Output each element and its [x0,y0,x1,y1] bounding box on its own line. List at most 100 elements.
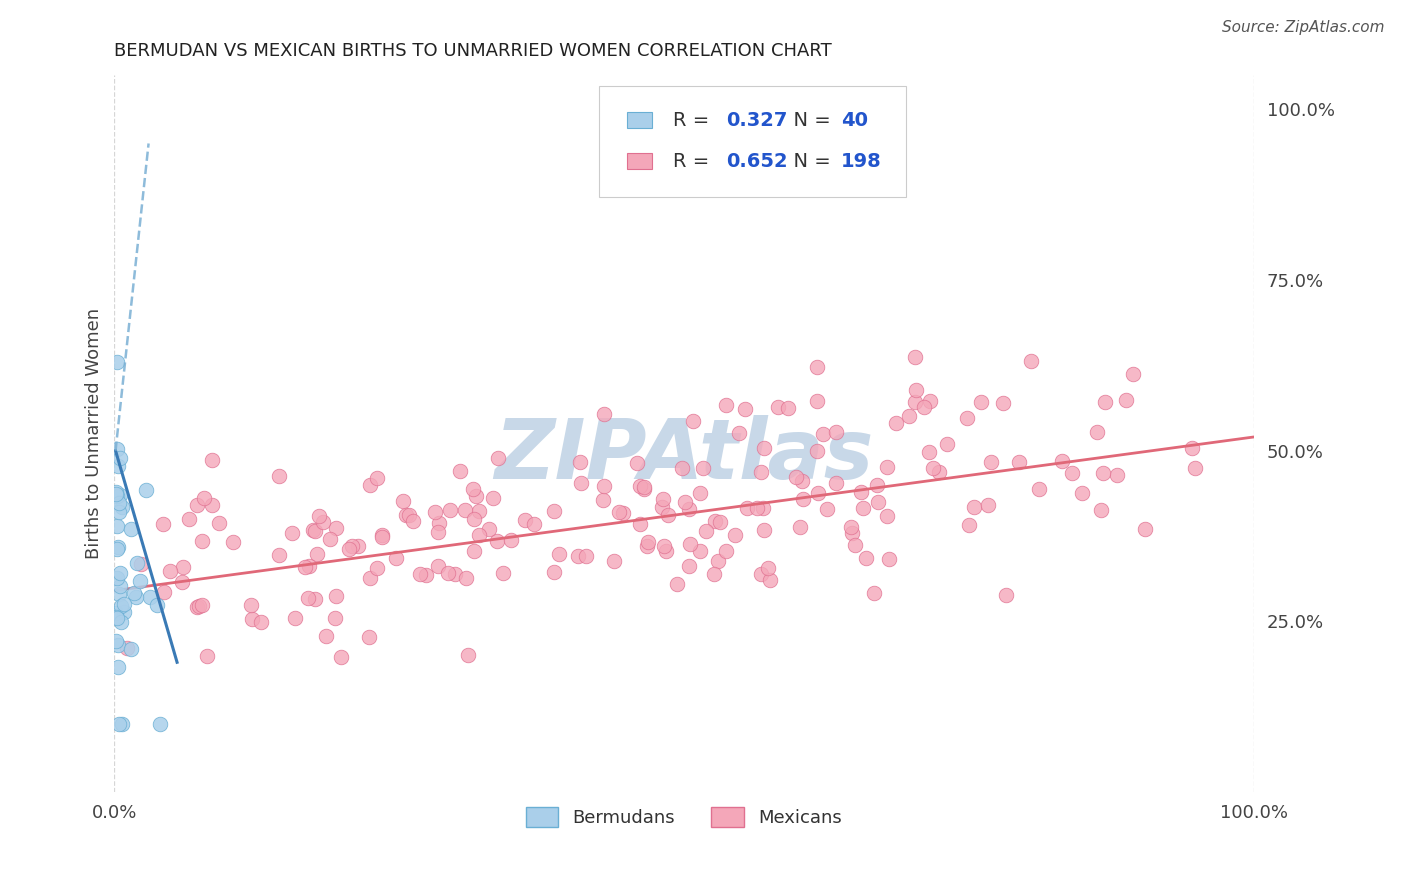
Point [593,407,616,421]
Point [283,610,305,624]
Point [751,465,773,479]
Y-axis label: Births to Unmarried Women: Births to Unmarried Women [86,308,103,559]
Point [855,551,877,566]
Point [359,478,381,492]
Point [135,483,157,498]
Point [426,525,449,540]
Point [454,503,477,517]
Point [201,498,224,512]
Point [107,638,129,652]
Text: N =: N = [780,111,837,130]
Point [108,586,131,600]
Text: ZIPAtlas: ZIPAtlas [495,415,873,496]
Point [654,544,676,558]
Point [415,568,437,582]
Text: N =: N = [780,152,837,170]
Point [839,519,862,533]
Point [666,577,689,591]
Point [673,495,696,509]
Point [315,629,337,643]
Legend: Bermudans, Mexicans: Bermudans, Mexicans [519,800,849,835]
Point [957,517,980,532]
Point [806,359,828,374]
Point [1019,353,1042,368]
Point [593,478,616,492]
Point [454,571,477,585]
Point [682,414,704,428]
Point [110,599,132,613]
Point [956,411,979,425]
Point [904,395,927,409]
Point [449,464,471,478]
Point [444,566,467,581]
Text: 0.327: 0.327 [725,111,787,130]
Point [463,544,485,558]
Point [107,458,129,473]
Point [652,491,675,506]
Point [1062,466,1084,480]
Point [936,437,959,451]
Point [267,548,290,562]
Point [1094,395,1116,409]
Point [201,452,224,467]
Point [922,460,945,475]
Point [592,492,614,507]
Text: Source: ZipAtlas.com: Source: ZipAtlas.com [1222,20,1385,35]
Point [222,534,245,549]
Point [115,641,138,656]
Point [734,402,756,417]
Point [105,541,128,556]
Point [806,394,828,409]
Point [652,539,675,553]
Point [149,716,172,731]
Point [297,591,319,605]
Point [110,566,132,580]
Point [398,508,420,522]
Point [437,566,460,580]
Point [120,641,142,656]
Point [789,519,811,533]
Point [125,556,148,570]
Point [501,533,523,548]
Point [825,425,848,440]
Point [105,489,128,503]
Point [240,598,263,612]
Point [105,485,128,500]
Point [467,504,489,518]
Point [105,611,128,625]
Point [1184,460,1206,475]
Point [281,526,304,541]
Point [423,506,446,520]
Point [745,501,768,516]
Point [523,516,546,531]
Point [841,525,863,540]
Point [904,350,927,364]
Point [884,417,907,431]
Point [187,599,209,613]
Point [302,523,325,537]
Point [778,401,800,415]
Point [766,400,789,414]
Point [695,524,717,538]
Text: 198: 198 [841,152,882,170]
Point [340,539,363,553]
Point [337,541,360,556]
Point [626,456,648,470]
Point [671,461,693,475]
Point [628,479,651,493]
Point [852,501,875,516]
Point [543,504,565,518]
Point [120,522,142,536]
Point [359,571,381,585]
Point [1122,367,1144,381]
Point [543,566,565,580]
Point [366,560,388,574]
Point [153,585,176,599]
Point [107,541,129,555]
Point [478,522,501,536]
Point [735,500,758,515]
Point [110,615,132,630]
Point [111,716,134,731]
Point [304,592,326,607]
Point [689,544,711,558]
